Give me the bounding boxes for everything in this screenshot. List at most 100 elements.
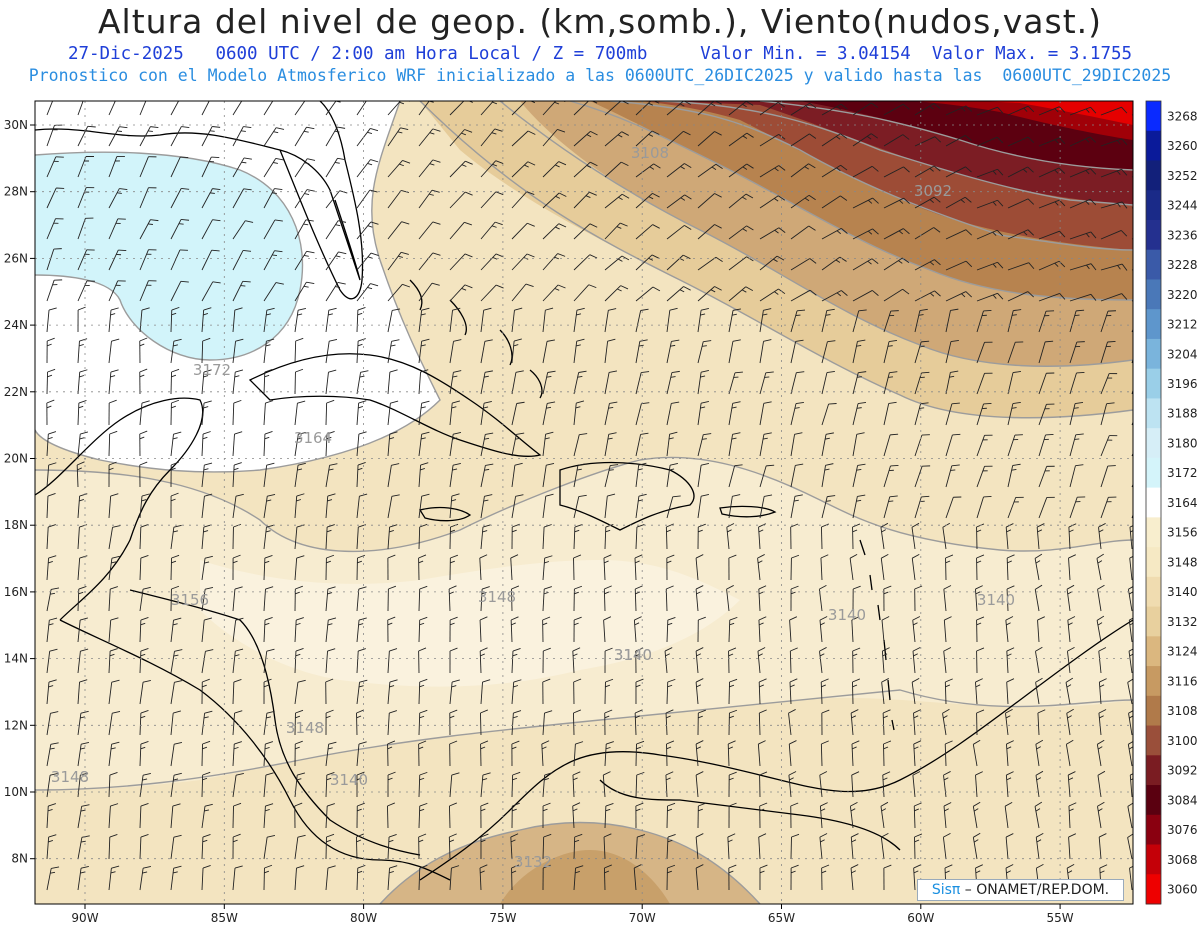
wind-barb — [170, 280, 189, 302]
wind-barb — [1036, 523, 1045, 550]
wind-barb — [170, 188, 190, 209]
wind-barb — [263, 741, 274, 767]
colorbar-label: 3124 — [1167, 645, 1198, 659]
lon-label: 85W — [211, 911, 238, 925]
wind-barb — [449, 431, 462, 457]
lat-label: 8N — [11, 852, 28, 866]
wind-barb — [573, 585, 583, 612]
wind-barb — [665, 585, 674, 612]
lat-label: 26N — [4, 251, 28, 265]
wind-barb — [883, 288, 910, 302]
wind-barb — [635, 308, 649, 333]
wind-barb — [511, 307, 523, 333]
wind-barb — [139, 679, 151, 705]
wind-barb — [77, 217, 94, 240]
wind-barb — [759, 401, 772, 426]
wind-barb — [883, 401, 897, 426]
wind-barb — [945, 291, 973, 302]
contour-label: 3140 — [977, 591, 1015, 609]
wind-barb — [356, 864, 366, 891]
wind-barb — [263, 586, 274, 612]
wind-barb — [294, 219, 314, 240]
wind-barb — [666, 286, 691, 302]
wind-barb — [108, 101, 116, 116]
wind-barb — [666, 864, 676, 891]
wind-barb — [1068, 833, 1077, 860]
wind-barb — [201, 462, 213, 488]
wind-barb — [604, 678, 614, 705]
wind-barb — [294, 585, 303, 612]
wind-barb — [294, 432, 307, 457]
wind-barb — [1038, 167, 1066, 178]
wind-barb — [418, 338, 430, 364]
wind-barb — [480, 160, 504, 178]
wind-barb — [263, 678, 272, 705]
wind-barb — [77, 338, 88, 364]
wind-barb — [1069, 293, 1097, 302]
wind-barb — [480, 586, 490, 612]
wind-barb — [726, 523, 735, 550]
wind-barb — [697, 256, 723, 271]
wind-barb — [852, 523, 861, 550]
wind-barb — [139, 772, 151, 798]
wind-barb — [697, 163, 723, 178]
wind-barb — [1038, 106, 1066, 116]
wind-barb — [511, 523, 520, 550]
wind-barb — [820, 554, 829, 581]
wind-barb — [46, 555, 57, 581]
wind-barb — [633, 616, 642, 643]
wind-barb — [1038, 372, 1055, 395]
wind-barb — [666, 678, 676, 705]
wind-barb — [1098, 709, 1107, 736]
wind-barb — [387, 160, 411, 178]
colorbar-swatch — [1146, 279, 1161, 310]
wind-barb — [1098, 678, 1107, 705]
wind-barb — [728, 647, 737, 674]
wind-barb — [972, 832, 981, 860]
wind-barb — [697, 193, 722, 209]
wind-barb — [1100, 138, 1128, 147]
wind-barb — [883, 433, 899, 457]
wind-barb — [1069, 371, 1085, 395]
wind-barb — [139, 249, 157, 271]
wind-barb — [511, 648, 521, 674]
wind-barb — [294, 368, 304, 395]
wind-barb — [325, 307, 337, 333]
colorbar-swatch — [1146, 160, 1161, 191]
wind-barb — [976, 647, 985, 674]
wind-barb — [604, 255, 630, 271]
wind-barb — [759, 371, 774, 395]
colorbar-label: 3140 — [1167, 585, 1198, 599]
wind-barb — [635, 678, 644, 705]
wind-barb — [1069, 136, 1097, 147]
wind-barb — [573, 370, 587, 395]
wind-barb — [880, 553, 889, 581]
wind-barb — [542, 555, 553, 581]
wind-barb — [108, 126, 128, 147]
credit-text: – ONAMET/REP.DOM. — [960, 882, 1110, 898]
wind-barb — [201, 803, 213, 829]
colorbar-label: 3132 — [1167, 615, 1198, 629]
wind-barb — [325, 709, 334, 736]
colorbar-label: 3060 — [1167, 883, 1198, 897]
wind-barb — [976, 554, 985, 581]
colorbar-label: 3108 — [1167, 704, 1198, 718]
colorbar-label: 3116 — [1167, 674, 1198, 688]
wind-barb — [232, 369, 244, 395]
wind-barb — [418, 128, 441, 147]
wind-barb — [790, 432, 803, 457]
wind-barb — [449, 523, 459, 550]
wind-barb — [480, 221, 503, 240]
wind-barb — [852, 339, 866, 364]
wind-barb — [945, 464, 960, 488]
wind-barb — [573, 130, 598, 147]
wind-barb — [108, 155, 125, 178]
wind-barb — [1037, 709, 1046, 736]
colorbar-label: 3076 — [1167, 823, 1198, 837]
wind-barb — [882, 709, 891, 736]
wind-barb — [1005, 771, 1014, 798]
wind-barb — [604, 493, 616, 519]
wind-barb — [944, 678, 953, 705]
wind-barb — [108, 679, 120, 705]
wind-barb — [77, 555, 88, 581]
